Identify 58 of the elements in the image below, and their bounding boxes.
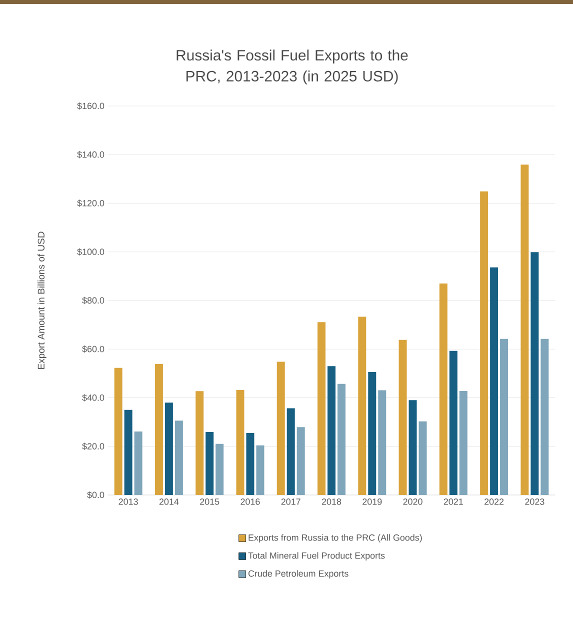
y-tick-label: $100.0: [77, 248, 104, 256]
bar: [174, 420, 183, 495]
x-tick-label: 2019: [362, 498, 382, 505]
x-tick-label: 2016: [240, 498, 260, 505]
y-tick-label: $80.0: [82, 296, 104, 304]
bar: [530, 252, 539, 495]
bar: [114, 368, 122, 495]
x-tick-label: 2015: [200, 498, 220, 505]
bar: [216, 444, 224, 495]
x-tick-label: 2021: [444, 498, 463, 505]
bar: [236, 390, 244, 495]
y-tick-label: $20.0: [82, 442, 104, 450]
bar: [480, 191, 488, 495]
bar: [286, 408, 295, 495]
bar: [459, 390, 468, 495]
bar: [256, 445, 264, 495]
bar: [124, 410, 132, 495]
bar: [540, 338, 549, 495]
y-tick-label: $40.0: [82, 394, 104, 402]
y-tick-label: $160.0: [77, 102, 104, 110]
bar: [490, 267, 498, 495]
bar: [206, 432, 214, 495]
bar: [520, 164, 529, 495]
y-tick-label: $60.0: [82, 345, 104, 353]
bar: [276, 362, 285, 495]
bar: [196, 391, 204, 495]
y-tick-label: $0.0: [87, 491, 104, 499]
x-tick-label: 2020: [403, 498, 422, 505]
bar: [418, 421, 427, 495]
bar: [246, 432, 254, 495]
bar: [398, 340, 407, 495]
y-tick-label: $120.0: [77, 200, 104, 207]
bar: [164, 402, 173, 495]
bar: [408, 400, 417, 495]
y-tick-label: $140.0: [77, 150, 104, 158]
x-tick-label: 2014: [159, 498, 179, 505]
bar: [449, 350, 458, 495]
x-tick-label: 2013: [118, 498, 138, 505]
bar: [378, 390, 386, 495]
y-axis-title: Export Amount in Billions of USD: [38, 232, 46, 369]
bar: [296, 427, 305, 495]
bar: [154, 364, 163, 495]
chart-title: Russia's Fossil Fuel Exports to the PRC, 2013-2023 (in 2025 USD): [176, 50, 408, 84]
x-tick-label: 2018: [322, 498, 342, 505]
bar: [439, 283, 448, 495]
x-tick-label: 2023: [525, 498, 544, 505]
x-tick-label: 2022: [484, 498, 504, 505]
legend-label: Crude Petroleum Exports: [248, 570, 348, 578]
bar: [337, 384, 346, 495]
bar: [328, 366, 336, 495]
bar: [134, 432, 142, 495]
bar: [358, 316, 366, 495]
bar: [500, 338, 508, 495]
bar: [368, 372, 376, 495]
legend-label: Exports from Russia to the PRC (All Goods): [248, 534, 422, 543]
bar: [318, 322, 326, 495]
x-tick-label: 2017: [281, 498, 300, 505]
legend-label: Total Mineral Fuel Product Exports: [248, 552, 385, 561]
